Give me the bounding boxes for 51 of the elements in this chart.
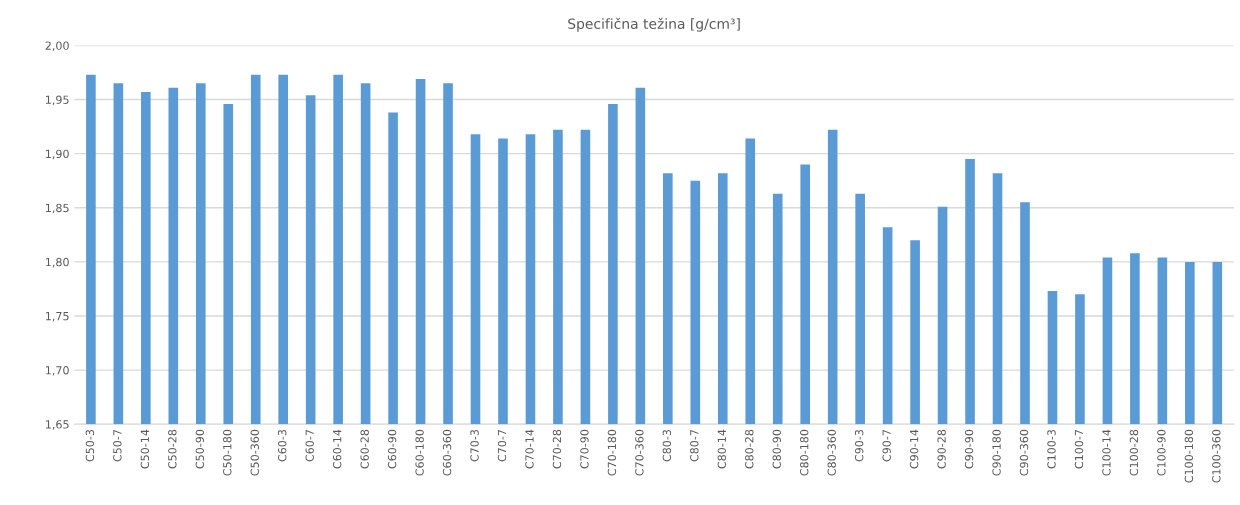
x-tick-label: C90-14 [909,429,919,469]
x-tick-label: C100-14 [1102,429,1111,476]
x-tick-label: C50-14 [140,429,150,469]
x-tick-label: C70-7 [497,430,507,462]
x-tick-label: C90-7 [882,430,891,462]
x-tick-label: C60-3 [278,429,287,462]
x-tick-label: C100-3 [1047,429,1056,469]
x-tick-label: C70-180 [607,429,617,476]
x-tick-label: C50-360 [250,429,259,476]
x-tick-label: C70-90 [580,429,589,469]
x-tick-label: C90-90 [964,429,974,469]
x-tick-label: C100-90 [1157,429,1166,476]
x-tick-label: C50-28 [168,429,177,469]
x-tick-label: C50-7 [113,430,122,462]
y-tick-label: 1,80 [46,257,69,268]
x-tick-label: C90-3 [854,429,864,462]
x-tick-label: C50-90 [195,429,204,469]
x-tick-label: C60-7 [305,430,314,462]
chart-title: Specifična težina [g/cm³] [568,17,740,32]
x-tick-label: C80-180 [800,429,809,476]
x-tick-label: C80-3 [662,429,672,462]
y-tick-label: 1,85 [46,203,69,214]
y-tick-label: 2,00 [45,41,69,51]
x-tick-label: C60-360 [442,429,452,476]
x-tick-label: C50-3 [85,429,95,462]
x-tick-label: C90-360 [1019,429,1029,476]
x-tick-label: C100-180 [1184,429,1194,483]
x-tick-label: C60-28 [360,429,369,469]
x-tick-label: C70-3 [470,429,479,462]
x-tick-label: C80-90 [772,429,781,469]
x-tick-label: C60-90 [387,429,397,469]
x-tick-label: C80-28 [745,429,754,469]
y-tick-label: 1,70 [46,366,69,376]
x-tick-label: C90-28 [937,429,946,469]
x-tick-label: C60-14 [332,429,342,469]
y-tick-label: 1,75 [46,312,69,322]
x-tick-label: C50-180 [223,429,232,476]
x-tick-label: C80-14 [717,429,727,469]
y-tick-label: 1,65 [46,420,69,430]
x-tick-label: C100-360 [1212,429,1221,483]
x-tick-label: C100-7 [1074,430,1084,469]
x-tick-label: C70-360 [635,429,644,476]
x-tick-label: C90-180 [992,429,1001,476]
y-tick-label: 1,95 [46,95,69,106]
x-tick-label: C80-7 [690,430,699,462]
x-tick-label: C80-360 [827,429,836,476]
y-tick-label: 1,90 [46,149,69,160]
x-tick-label: C70-28 [552,429,562,469]
x-tick-label: C70-14 [525,429,534,469]
x-tick-label: C60-180 [415,429,424,476]
x-tick-label: C100-28 [1129,429,1139,476]
